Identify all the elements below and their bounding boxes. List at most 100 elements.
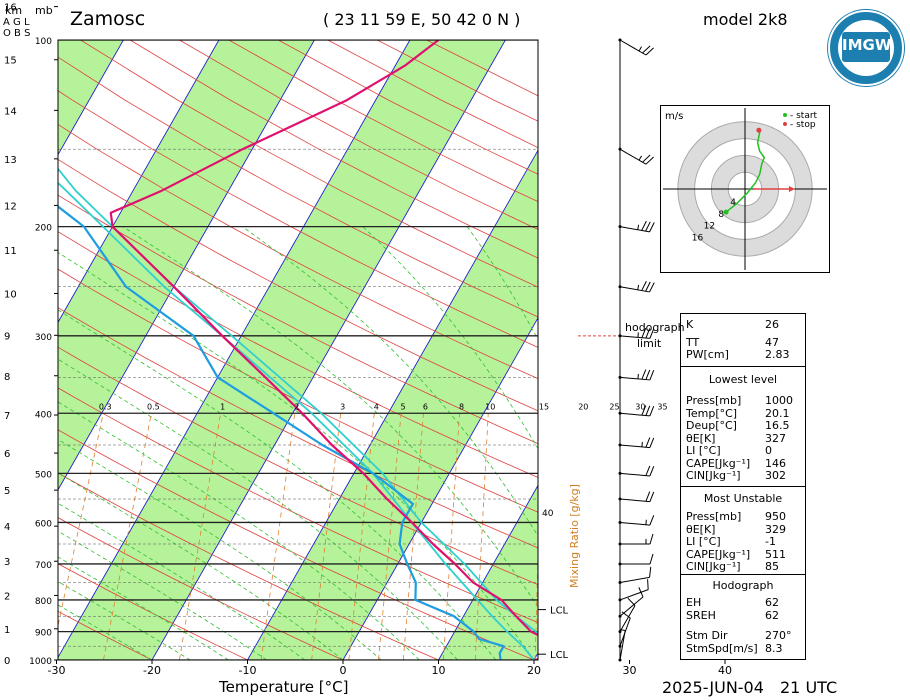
mixing-ratio-tick-label: 10 [485, 402, 495, 411]
height-tick-label: 7 [4, 411, 10, 422]
wind-barbs [619, 39, 655, 662]
time-label: 21 UTC [780, 678, 837, 697]
hodograph-title: Hodograph [681, 579, 805, 592]
wind-barb-flag [650, 567, 651, 577]
x-tick-label: -30 [48, 664, 66, 677]
wind-barb [620, 499, 650, 502]
wind-barb [620, 227, 650, 232]
mixing-ratio-tick-label: 0.5 [147, 402, 160, 411]
lfc-label: 40 [542, 509, 554, 519]
wind-barb-flag [646, 406, 650, 416]
height-tick-label: 1 [4, 625, 10, 636]
lowest-row-value: 302 [765, 469, 786, 482]
mu-row-value: 511 [765, 548, 786, 561]
lcl-label: LCL [550, 650, 569, 661]
hodograph-plot: 481216m/s - start- stop [661, 106, 829, 272]
mu-row-label: CAPE[Jkg⁻¹] [686, 548, 750, 561]
mu-row-value: 85 [765, 560, 779, 573]
wind-barb-flag [646, 282, 651, 291]
pw-index-label: PW[cm] [686, 348, 729, 361]
wind-barb-half [638, 285, 639, 290]
mixing-ratio-line [638, 413, 643, 660]
lowest-row-label: θE[K] [686, 432, 715, 445]
agl-label: A G L [3, 17, 30, 28]
lowest-row-label: LI [°C] [686, 444, 721, 457]
height-tick-label: 13 [4, 155, 17, 166]
wind-barb-flag [650, 370, 654, 380]
pressure-tick-label: 200 [35, 224, 52, 234]
lowest-row-value: 20.1 [765, 407, 790, 420]
sreh-row-value: 62 [765, 609, 779, 622]
lowest-row-label: Press[mb] [686, 394, 741, 407]
wind-barb-flag [650, 406, 654, 416]
mu-row-label: θE[K] [686, 523, 715, 536]
most-unstable-title: Most Unstable [681, 492, 805, 505]
height-tick-label: 14 [4, 106, 17, 117]
wind-barb-flag [628, 598, 635, 606]
pressure-tick-label: 300 [35, 333, 52, 343]
mu-row-label: LI [°C] [686, 535, 721, 548]
logo-text: IMGW [842, 36, 890, 54]
x-axis-title: Temperature [°C] [219, 678, 348, 696]
x-tick-label: -10 [239, 664, 257, 677]
wind-barb [620, 445, 650, 448]
wind-barb-flag [650, 554, 653, 564]
lcl-label: LCL [550, 606, 569, 617]
mixing-ratio-tick-label: 6 [423, 402, 428, 411]
height-tick-label: 0 [4, 656, 10, 667]
mixing-ratio-tick-label: 4 [374, 402, 379, 411]
lowest-row-label: CAPE[Jkg⁻¹] [686, 457, 750, 470]
hodograph-ring-label: 12 [704, 222, 715, 232]
lowest-row-value: 1000 [765, 394, 793, 407]
mixing-ratio-tick-label: 8 [459, 402, 464, 411]
wind-barb-flag [642, 281, 647, 290]
wind-barb [620, 377, 650, 380]
hodograph-limit-label2: limit [637, 337, 661, 350]
wind-barb-half [639, 47, 642, 51]
mixing-ratio-tick-label: 1 [220, 402, 225, 411]
wind-barb-flag [650, 515, 654, 525]
wind-barb-flag [646, 492, 650, 502]
k-index-label: K [686, 318, 693, 331]
pressure-tick-label: 600 [35, 519, 52, 529]
wind-barb-half [639, 156, 642, 160]
legend-stop: - stop [790, 120, 816, 130]
obs-label: O B S [3, 28, 30, 39]
mixing-ratio-tick-label: 0.3 [99, 402, 112, 411]
x-tick-label: -20 [143, 664, 161, 677]
hodograph-stop [756, 128, 761, 133]
height-tick-label: 8 [4, 372, 10, 383]
mixing-ratio-tick-label: 35 [657, 402, 667, 411]
mu-row-value: -1 [765, 535, 776, 548]
height-tick-label: 9 [4, 331, 10, 342]
wind-barb [620, 287, 650, 292]
imgw-logo: IMGW [828, 10, 904, 86]
wind-barb [620, 473, 650, 476]
hodograph-panel: 4 8 12 16 m/s - start - stop [660, 105, 830, 273]
x-tick-label: 20 [527, 664, 541, 677]
hodograph-limit-label: hodograph [625, 321, 685, 334]
eh-row-value: 62 [765, 596, 779, 609]
mixing-ratio-line [612, 413, 613, 660]
height-tick-label: 5 [4, 486, 10, 497]
wind-barb [620, 149, 646, 164]
wind-barb [620, 522, 650, 525]
lowest-row-label: Deup[°C] [686, 419, 737, 432]
wind-barb-flag [650, 223, 655, 232]
model-name: model 2k8 [703, 10, 788, 29]
lowest-row-value: 146 [765, 457, 786, 470]
eh-row-label: EH [686, 596, 701, 609]
indices-separator [681, 574, 805, 575]
x-tick-label: 40 [718, 664, 732, 677]
wind-barb-flag [650, 534, 653, 544]
height-tick-label: 11 [4, 246, 17, 257]
height-tick-label: 4 [4, 522, 10, 533]
mixing-ratio-tick-label: 15 [539, 402, 549, 411]
hodograph-unit: m/s [665, 111, 683, 122]
km-label: km [5, 4, 22, 17]
legend-stop-dot [783, 122, 787, 126]
pressure-tick-label: 100 [35, 37, 52, 47]
x-tick-label: 0 [340, 664, 347, 677]
lowest-row-value: 16.5 [765, 419, 790, 432]
